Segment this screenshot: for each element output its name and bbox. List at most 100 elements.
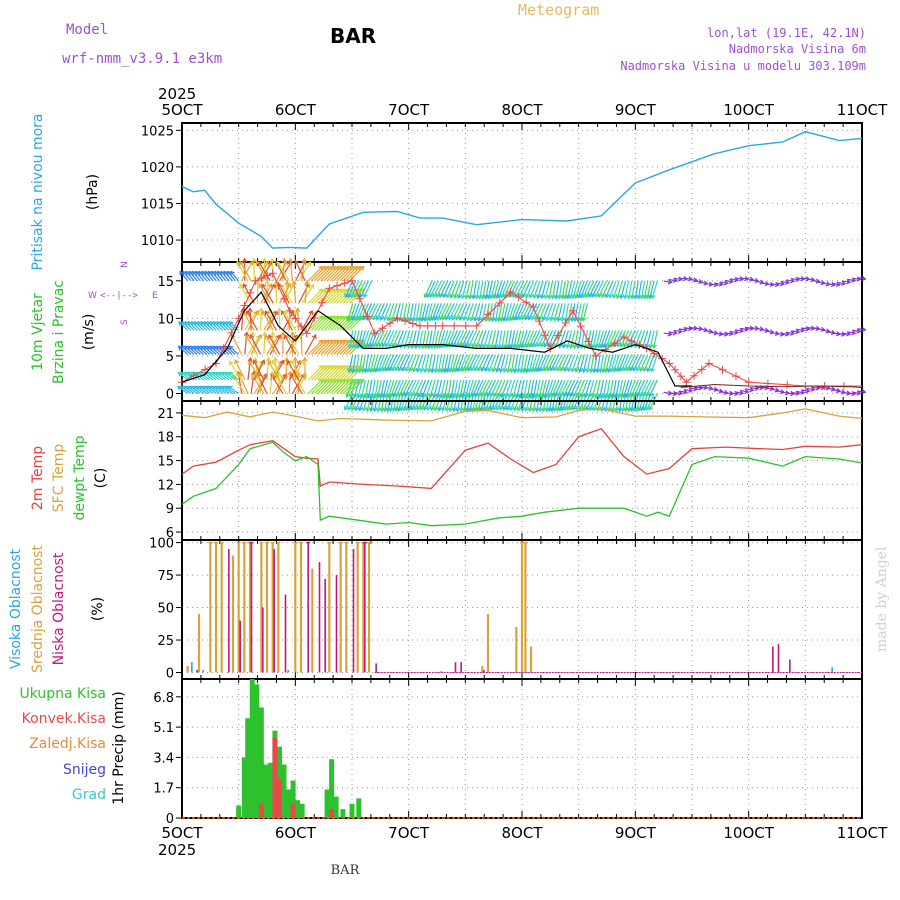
wind-arrow-head xyxy=(350,406,356,412)
wind-arrow xyxy=(842,280,851,283)
wind-arrow xyxy=(307,315,323,331)
wind-arrow xyxy=(623,330,633,347)
wind-arrow-head xyxy=(641,392,647,398)
wind-arrow-head xyxy=(417,344,423,350)
wind-arrow xyxy=(271,360,284,381)
wind-arrow xyxy=(374,379,379,398)
wind-unit: (m/s) xyxy=(81,314,97,351)
wind-arrow-head xyxy=(372,315,378,321)
wind-arrow xyxy=(608,330,617,348)
wind-arrow-head xyxy=(502,405,508,411)
wind-arrow xyxy=(307,378,323,394)
wind-arrow-head xyxy=(579,392,585,398)
wind-arrow-head xyxy=(343,365,349,370)
wind-arrow xyxy=(216,371,227,381)
wind-arrow xyxy=(225,371,236,381)
wind-arrow xyxy=(455,303,465,320)
wind-arrow xyxy=(425,379,433,398)
wind-arrow xyxy=(586,354,592,373)
wind-arrow-head xyxy=(331,365,336,370)
wind-arrow xyxy=(785,392,795,395)
y-tick-label: 1020 xyxy=(141,161,174,176)
wind-arrow xyxy=(388,354,398,371)
top-date-label: 5OCT xyxy=(162,101,204,119)
wind-arrow xyxy=(593,354,598,373)
wind-arrow xyxy=(265,310,278,331)
wind-arrow-head xyxy=(206,321,212,326)
wind-arrow-head xyxy=(597,393,604,399)
wind-arrow xyxy=(714,389,723,393)
precip-bar xyxy=(272,737,278,818)
wind-arrow xyxy=(521,330,528,348)
wind-arrow xyxy=(181,345,192,355)
wind-arrow xyxy=(181,321,192,331)
wind-arrow xyxy=(477,393,484,411)
wind-arrow xyxy=(267,360,281,381)
pressure-ylabel: Pritisak na nivou mora xyxy=(30,113,46,270)
wind-arrow xyxy=(345,288,361,304)
wind-arrow xyxy=(363,280,373,298)
wind-arrow xyxy=(623,379,630,398)
wind-arrow xyxy=(227,271,236,282)
wind-arrow xyxy=(836,332,846,336)
wind-arrow-head xyxy=(250,331,256,337)
wind-arrow xyxy=(555,280,560,299)
wind-arrow-head xyxy=(451,315,457,321)
wind-arrow xyxy=(339,365,355,381)
wind-arrow xyxy=(300,332,303,355)
wind-arrow-head xyxy=(249,333,255,340)
wind-arrow xyxy=(405,354,414,372)
wind-arrow xyxy=(402,303,408,322)
wind-arrow xyxy=(481,303,487,322)
wind-arrow-head xyxy=(227,385,233,391)
wind-arrow xyxy=(333,288,349,304)
wind-arrow xyxy=(323,266,339,282)
wind-arrow xyxy=(699,328,708,331)
wind-arrow xyxy=(258,261,271,282)
wind-arrow xyxy=(497,379,506,397)
wind-arrow xyxy=(480,379,490,397)
wind-arrow xyxy=(256,261,269,282)
wind-arrow-head xyxy=(505,368,512,374)
wind-arrow-head xyxy=(261,257,268,263)
wind-arrow xyxy=(311,365,326,381)
wind-arrow-head xyxy=(210,321,215,326)
temp-line-0 xyxy=(181,428,863,490)
wind-arrow xyxy=(398,354,408,371)
wind-arrow xyxy=(496,354,503,372)
bottom-date-label: 6OCT xyxy=(275,824,317,842)
wind-arrow xyxy=(382,330,392,347)
wind-arrow-head xyxy=(410,392,416,398)
wind-arrow xyxy=(579,303,585,322)
wind-arrow-head xyxy=(426,368,432,374)
wind-arrow xyxy=(573,379,582,397)
wind-arrow-head xyxy=(318,339,324,345)
wind-arrow xyxy=(404,379,414,397)
wind-arrow-head xyxy=(284,356,290,362)
wind-arrow xyxy=(556,354,566,371)
wind-arrow xyxy=(385,354,395,371)
wind-arrow xyxy=(471,354,481,371)
wind-arrow xyxy=(515,330,522,348)
wind-arrow-head xyxy=(820,326,826,333)
wind-arrow xyxy=(414,379,424,397)
wind-arrow xyxy=(643,354,652,372)
wind-arrow xyxy=(275,373,288,394)
wind-arrow-head xyxy=(324,339,330,345)
wind-arrow-head xyxy=(327,365,333,370)
wind-arrow-head xyxy=(470,366,476,372)
wind-arrow-head xyxy=(340,265,346,271)
wind-arrow xyxy=(668,278,677,282)
wind-arrow-head xyxy=(324,265,330,271)
wind-arrow xyxy=(842,332,851,335)
wind-arrow xyxy=(602,354,608,373)
wind-arrow xyxy=(857,277,866,280)
wind-arrow-head xyxy=(331,339,336,345)
wind-arrow-head xyxy=(203,321,209,326)
wind-arrow-head xyxy=(245,334,250,340)
wind-arrow xyxy=(498,280,506,298)
precip-bar xyxy=(249,679,255,818)
wind-arrow xyxy=(617,379,623,398)
wind-arrow xyxy=(595,330,601,348)
y-tick-label: 0 xyxy=(166,812,174,827)
